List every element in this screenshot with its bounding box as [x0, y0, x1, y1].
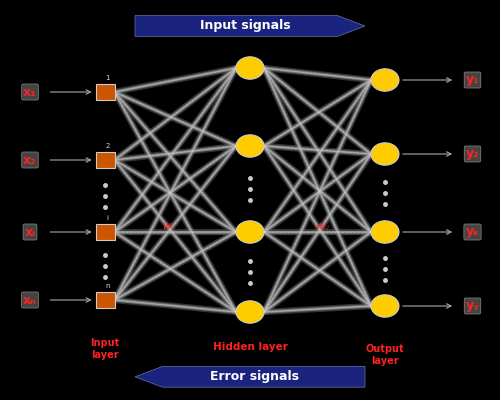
Circle shape	[236, 57, 264, 79]
Text: xₙ: xₙ	[23, 294, 37, 306]
Text: yᵧ: yᵧ	[466, 300, 479, 312]
Text: Input
layer: Input layer	[90, 338, 120, 360]
Text: yₖ: yₖ	[466, 226, 479, 238]
Circle shape	[371, 143, 399, 165]
Text: i: i	[106, 215, 108, 221]
Circle shape	[236, 221, 264, 243]
Text: 1: 1	[105, 75, 110, 81]
Text: Input signals: Input signals	[200, 20, 290, 32]
Text: Output
layer: Output layer	[366, 344, 405, 366]
FancyArrow shape	[135, 366, 365, 387]
FancyBboxPatch shape	[96, 292, 114, 308]
Text: xᵢ: xᵢ	[24, 226, 36, 238]
Text: Error signals: Error signals	[210, 370, 300, 383]
Circle shape	[236, 135, 264, 157]
Text: n: n	[105, 283, 110, 289]
FancyArrow shape	[135, 16, 365, 36]
Text: wᵢⱼ: wᵢⱼ	[162, 221, 173, 231]
Text: x₂: x₂	[23, 154, 37, 166]
Circle shape	[371, 295, 399, 317]
FancyBboxPatch shape	[96, 84, 114, 100]
Text: wₖⱼ: wₖⱼ	[316, 221, 330, 231]
Circle shape	[371, 69, 399, 91]
FancyBboxPatch shape	[96, 152, 114, 168]
Circle shape	[236, 301, 264, 323]
Text: x₁: x₁	[23, 86, 37, 98]
Text: Hidden layer: Hidden layer	[212, 342, 288, 352]
Circle shape	[371, 221, 399, 243]
Text: y₂: y₂	[466, 148, 479, 160]
Text: 2: 2	[106, 143, 110, 149]
FancyBboxPatch shape	[96, 224, 114, 240]
Text: y₁: y₁	[466, 74, 479, 86]
